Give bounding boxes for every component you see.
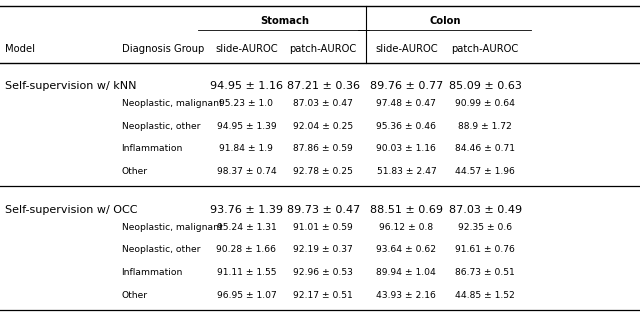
- Text: 91.84 ± 1.9: 91.84 ± 1.9: [220, 144, 273, 154]
- Text: Colon: Colon: [429, 16, 461, 26]
- Text: 95.23 ± 1.0: 95.23 ± 1.0: [220, 99, 273, 108]
- Text: 90.28 ± 1.66: 90.28 ± 1.66: [216, 245, 276, 254]
- Text: 89.73 ± 0.47: 89.73 ± 0.47: [287, 205, 360, 215]
- Text: 94.95 ± 1.39: 94.95 ± 1.39: [216, 122, 276, 131]
- Text: 88.9 ± 1.72: 88.9 ± 1.72: [458, 122, 512, 131]
- Text: Other: Other: [122, 167, 148, 176]
- Text: 94.95 ± 1.16: 94.95 ± 1.16: [210, 81, 283, 91]
- Text: 51.83 ± 2.47: 51.83 ± 2.47: [376, 167, 436, 176]
- Text: 96.12 ± 0.8: 96.12 ± 0.8: [380, 222, 433, 232]
- Text: 91.11 ± 1.55: 91.11 ± 1.55: [217, 268, 276, 277]
- Text: 44.85 ± 1.52: 44.85 ± 1.52: [455, 291, 515, 300]
- Text: 43.93 ± 2.16: 43.93 ± 2.16: [376, 291, 436, 300]
- Text: 92.35 ± 0.6: 92.35 ± 0.6: [458, 222, 512, 232]
- Text: 91.61 ± 0.76: 91.61 ± 0.76: [455, 245, 515, 254]
- Text: 44.57 ± 1.96: 44.57 ± 1.96: [455, 167, 515, 176]
- Text: 86.73 ± 0.51: 86.73 ± 0.51: [455, 268, 515, 277]
- Text: patch-AUROC: patch-AUROC: [451, 44, 519, 54]
- Text: Inflammation: Inflammation: [122, 268, 183, 277]
- Text: Neoplastic, malignant: Neoplastic, malignant: [122, 99, 222, 108]
- Text: 95.36 ± 0.46: 95.36 ± 0.46: [376, 122, 436, 131]
- Text: 87.03 ± 0.47: 87.03 ± 0.47: [293, 99, 353, 108]
- Text: slide-AUROC: slide-AUROC: [375, 44, 438, 54]
- Text: 88.51 ± 0.69: 88.51 ± 0.69: [370, 205, 443, 215]
- Text: Neoplastic, other: Neoplastic, other: [122, 122, 200, 131]
- Text: Other: Other: [122, 291, 148, 300]
- Text: 91.01 ± 0.59: 91.01 ± 0.59: [293, 222, 353, 232]
- Text: 93.64 ± 0.62: 93.64 ± 0.62: [376, 245, 436, 254]
- Text: Self-supervision w/ kNN: Self-supervision w/ kNN: [5, 81, 136, 91]
- Text: Model: Model: [5, 44, 35, 54]
- Text: patch-AUROC: patch-AUROC: [289, 44, 357, 54]
- Text: 90.03 ± 1.16: 90.03 ± 1.16: [376, 144, 436, 154]
- Text: 84.46 ± 0.71: 84.46 ± 0.71: [455, 144, 515, 154]
- Text: 92.04 ± 0.25: 92.04 ± 0.25: [293, 122, 353, 131]
- Text: 95.24 ± 1.31: 95.24 ± 1.31: [216, 222, 276, 232]
- Text: Self-supervision w/ OCC: Self-supervision w/ OCC: [5, 205, 138, 215]
- Text: 87.86 ± 0.59: 87.86 ± 0.59: [293, 144, 353, 154]
- Text: 87.03 ± 0.49: 87.03 ± 0.49: [449, 205, 522, 215]
- Text: 89.94 ± 1.04: 89.94 ± 1.04: [376, 268, 436, 277]
- Text: Diagnosis Group: Diagnosis Group: [122, 44, 204, 54]
- Text: 89.76 ± 0.77: 89.76 ± 0.77: [370, 81, 443, 91]
- Text: 92.78 ± 0.25: 92.78 ± 0.25: [293, 167, 353, 176]
- Text: Neoplastic, other: Neoplastic, other: [122, 245, 200, 254]
- Text: 90.99 ± 0.64: 90.99 ± 0.64: [455, 99, 515, 108]
- Text: Neoplastic, malignant: Neoplastic, malignant: [122, 222, 222, 232]
- Text: Inflammation: Inflammation: [122, 144, 183, 154]
- Text: 85.09 ± 0.63: 85.09 ± 0.63: [449, 81, 522, 91]
- Text: 98.37 ± 0.74: 98.37 ± 0.74: [216, 167, 276, 176]
- Text: 93.76 ± 1.39: 93.76 ± 1.39: [210, 205, 283, 215]
- Text: 92.96 ± 0.53: 92.96 ± 0.53: [293, 268, 353, 277]
- Text: 96.95 ± 1.07: 96.95 ± 1.07: [216, 291, 276, 300]
- Text: 87.21 ± 0.36: 87.21 ± 0.36: [287, 81, 360, 91]
- Text: slide-AUROC: slide-AUROC: [215, 44, 278, 54]
- Text: 92.19 ± 0.37: 92.19 ± 0.37: [293, 245, 353, 254]
- Text: 92.17 ± 0.51: 92.17 ± 0.51: [293, 291, 353, 300]
- Text: 97.48 ± 0.47: 97.48 ± 0.47: [376, 99, 436, 108]
- Text: Stomach: Stomach: [260, 16, 309, 26]
